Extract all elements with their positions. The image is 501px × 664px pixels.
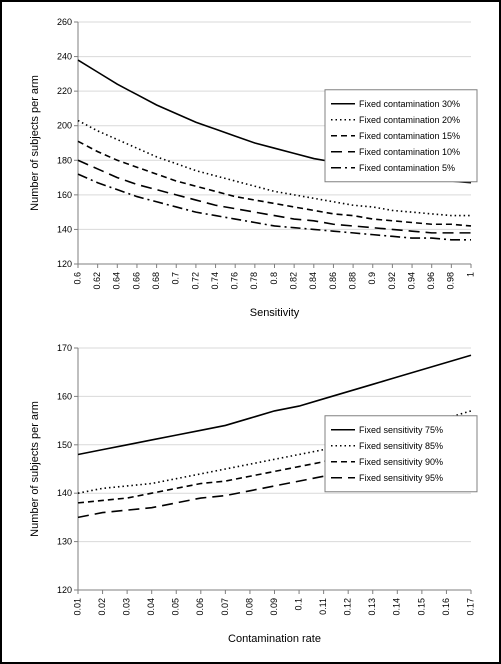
chart-top-svg: 120 140 160 180 200 220 240 260 0.6 0.62 0.64 0.66 0… bbox=[22, 14, 479, 322]
svg-text:0.78: 0.78 bbox=[249, 272, 259, 290]
svg-text:0.1: 0.1 bbox=[293, 598, 303, 611]
svg-text:240: 240 bbox=[57, 52, 72, 62]
svg-text:0.06: 0.06 bbox=[195, 598, 205, 616]
svg-text:0.16: 0.16 bbox=[441, 598, 451, 616]
svg-text:0.84: 0.84 bbox=[308, 272, 318, 290]
svg-text:0.13: 0.13 bbox=[367, 598, 377, 616]
svg-text:Number of subjects per arm: Number of subjects per arm bbox=[29, 401, 41, 537]
svg-text:Number of subjects per arm: Number of subjects per arm bbox=[29, 75, 41, 211]
svg-text:0.66: 0.66 bbox=[131, 272, 141, 290]
svg-text:0.92: 0.92 bbox=[387, 272, 397, 290]
svg-text:180: 180 bbox=[57, 155, 72, 165]
svg-text:0.11: 0.11 bbox=[318, 598, 328, 615]
svg-text:0.8: 0.8 bbox=[269, 272, 279, 285]
svg-text:0.14: 0.14 bbox=[392, 598, 402, 616]
svg-text:Sensitivity: Sensitivity bbox=[250, 307, 300, 319]
svg-text:0.74: 0.74 bbox=[210, 272, 220, 290]
svg-text:Fixed contamination 10%: Fixed contamination 10% bbox=[359, 147, 460, 157]
svg-text:0.68: 0.68 bbox=[151, 272, 161, 290]
svg-text:0.72: 0.72 bbox=[190, 272, 200, 290]
svg-text:0.17: 0.17 bbox=[465, 598, 475, 616]
svg-text:Fixed contamination 15%: Fixed contamination 15% bbox=[359, 131, 460, 141]
svg-text:0.07: 0.07 bbox=[220, 598, 230, 616]
svg-text:170: 170 bbox=[57, 343, 72, 353]
svg-text:0.12: 0.12 bbox=[343, 598, 353, 616]
svg-text:0.86: 0.86 bbox=[328, 272, 338, 290]
svg-text:120: 120 bbox=[57, 585, 72, 595]
svg-text:Fixed contamination 5%: Fixed contamination 5% bbox=[359, 163, 455, 173]
chart-top: 120 140 160 180 200 220 240 260 0.6 0.62 0.64 0.66 0… bbox=[22, 14, 479, 322]
svg-text:0.15: 0.15 bbox=[416, 598, 426, 616]
svg-text:150: 150 bbox=[57, 440, 72, 450]
svg-text:0.62: 0.62 bbox=[92, 272, 102, 290]
svg-text:0.03: 0.03 bbox=[122, 598, 132, 616]
chart-bottom-svg: 120 130 140 150 160 170 0.01 0.02 0.03 0.04 0.05 0.… bbox=[22, 340, 479, 648]
svg-text:200: 200 bbox=[57, 121, 72, 131]
chart-bottom: 120 130 140 150 160 170 0.01 0.02 0.03 0.04 0.05 0.… bbox=[22, 340, 479, 648]
svg-text:Fixed contamination 20%: Fixed contamination 20% bbox=[359, 115, 460, 125]
svg-text:260: 260 bbox=[57, 17, 72, 27]
svg-text:0.05: 0.05 bbox=[171, 598, 181, 616]
svg-text:0.7: 0.7 bbox=[171, 272, 181, 285]
svg-text:140: 140 bbox=[57, 488, 72, 498]
svg-text:0.08: 0.08 bbox=[244, 598, 254, 616]
svg-text:0.82: 0.82 bbox=[289, 272, 299, 290]
svg-text:160: 160 bbox=[57, 190, 72, 200]
svg-text:0.02: 0.02 bbox=[97, 598, 107, 616]
svg-text:0.64: 0.64 bbox=[112, 272, 122, 290]
svg-text:Fixed sensitivity 90%: Fixed sensitivity 90% bbox=[359, 457, 443, 467]
svg-text:0.96: 0.96 bbox=[426, 272, 436, 290]
svg-text:Fixed sensitivity 95%: Fixed sensitivity 95% bbox=[359, 473, 443, 483]
svg-text:0.76: 0.76 bbox=[230, 272, 240, 290]
svg-text:0.94: 0.94 bbox=[406, 272, 416, 290]
svg-text:0.01: 0.01 bbox=[72, 598, 82, 616]
svg-text:Contamination rate: Contamination rate bbox=[228, 633, 321, 645]
figure-container: 120 140 160 180 200 220 240 260 0.6 0.62 0.64 0.66 0… bbox=[0, 0, 501, 664]
svg-text:0.98: 0.98 bbox=[446, 272, 456, 290]
svg-text:120: 120 bbox=[57, 259, 72, 269]
svg-text:130: 130 bbox=[57, 537, 72, 547]
svg-text:140: 140 bbox=[57, 224, 72, 234]
svg-text:220: 220 bbox=[57, 86, 72, 96]
svg-text:0.6: 0.6 bbox=[72, 272, 82, 285]
svg-text:Fixed sensitivity 75%: Fixed sensitivity 75% bbox=[359, 425, 443, 435]
svg-text:160: 160 bbox=[57, 391, 72, 401]
svg-text:0.9: 0.9 bbox=[367, 272, 377, 285]
svg-text:0.04: 0.04 bbox=[146, 598, 156, 616]
svg-text:Fixed contamination 30%: Fixed contamination 30% bbox=[359, 99, 460, 109]
svg-text:0.88: 0.88 bbox=[347, 272, 357, 290]
svg-text:1: 1 bbox=[465, 272, 475, 277]
svg-text:Fixed sensitivity 85%: Fixed sensitivity 85% bbox=[359, 441, 443, 451]
svg-text:0.09: 0.09 bbox=[269, 598, 279, 616]
